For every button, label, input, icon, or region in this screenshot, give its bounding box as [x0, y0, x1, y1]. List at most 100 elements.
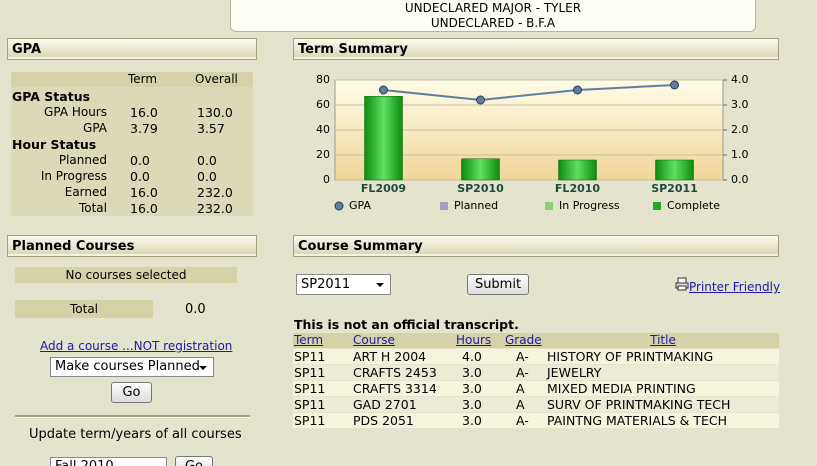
column-header[interactable]: Title: [650, 333, 676, 347]
cell: 3.0: [462, 397, 482, 412]
column-header[interactable]: Grade: [505, 333, 542, 347]
term-value: 16.0: [130, 185, 158, 200]
notice: This is not an official transcript.: [294, 317, 519, 332]
legend-label: In Progress: [559, 199, 620, 212]
printer-icon[interactable]: [675, 277, 689, 291]
cell: SP11: [294, 381, 326, 396]
cell: 3.0: [462, 413, 482, 428]
update-label: Update term/years of all courses: [29, 427, 242, 442]
column-header[interactable]: Term: [294, 333, 324, 347]
printer-link[interactable]: Printer Friendly: [689, 280, 781, 294]
section-heading: GPA Status: [12, 89, 91, 104]
gpa-line: [383, 84, 675, 102]
legend-label: GPA: [349, 199, 371, 212]
cell: 3.0: [462, 365, 482, 380]
go-button[interactable]: Go: [111, 382, 152, 403]
cell: A-: [516, 413, 529, 428]
panel-header: Course Summary: [293, 235, 779, 257]
row-label: Earned: [64, 185, 107, 199]
panel-header: GPA: [7, 38, 257, 60]
legend-marker: [545, 202, 553, 210]
cell: MIXED MEDIA PRINTING: [547, 381, 696, 396]
term-select[interactable]: SP2011: [296, 274, 391, 295]
cell: SURV OF PRINTMAKING TECH: [547, 397, 731, 412]
overall-value: 0.0: [197, 169, 217, 184]
row-bg: [293, 413, 779, 428]
legend-label: Complete: [667, 199, 720, 212]
divider: [15, 415, 250, 418]
column-header[interactable]: Course: [353, 333, 395, 347]
y-tick-label: 40: [316, 123, 330, 136]
bar: [558, 159, 597, 181]
cell: A: [516, 381, 525, 396]
cell: CRAFTS 2453: [353, 365, 437, 380]
term-value: 0.0: [130, 169, 150, 184]
cell: GAD 2701: [353, 397, 417, 412]
submit-button[interactable]: Submit: [467, 274, 529, 295]
chart: 0 20 40 60 80 0.0 1.0 2.0 3.0 4.0 FL2009 SP2010 FL20…: [316, 73, 749, 212]
term-value: 3.79: [130, 121, 158, 136]
section-heading: Hour Status: [12, 137, 97, 152]
y2-tick-label: 2.0: [731, 123, 749, 136]
cell: CRAFTS 3314: [353, 381, 437, 396]
term-value: 16.0: [130, 105, 158, 120]
row-label: In Progress: [40, 169, 107, 183]
overall-value: 3.57: [197, 121, 225, 136]
y-tick-label: 0: [323, 173, 330, 186]
term-value: 16.0: [130, 201, 158, 216]
gpa-point: [476, 95, 485, 105]
cell: SP11: [294, 413, 326, 428]
table-bg: [11, 87, 253, 216]
term-select[interactable]: Fall 2010: [50, 457, 167, 466]
header-box: UNDECLARED MAJOR - TYLER UNDECLARED - B.…: [230, 0, 756, 32]
cell: JEWELRY: [547, 365, 602, 380]
bar: [461, 158, 500, 181]
cell: SP11: [294, 397, 326, 412]
y-tick-label: 60: [316, 98, 330, 111]
row-bg: [293, 397, 779, 412]
row-label: Total: [78, 201, 107, 215]
term-value: 0.0: [130, 153, 150, 168]
cell: ART H 2004: [353, 349, 427, 364]
total-value: 0.0: [185, 302, 206, 317]
col-header: Term: [128, 72, 158, 86]
gpa-point: [379, 85, 388, 95]
cell: 3.0: [462, 381, 482, 396]
header-line: UNDECLARED - B.F.A: [430, 16, 556, 30]
x-tick-label: FL2010: [555, 182, 600, 195]
row-label: GPA: [83, 121, 107, 135]
cell: A-: [516, 349, 529, 364]
bar: [364, 96, 403, 181]
table-header-bg: [293, 333, 779, 348]
cell: SP11: [294, 349, 326, 364]
legend-marker: [653, 202, 661, 210]
cell: HISTORY OF PRINTMAKING: [547, 349, 714, 364]
overall-value: 232.0: [197, 185, 233, 200]
y-tick-label: 20: [316, 148, 330, 161]
cell: PDS 2051: [353, 413, 414, 428]
bar: [655, 159, 694, 181]
add-course-link[interactable]: Add a course ...NOT registration: [40, 339, 233, 353]
table-header-bg: [11, 72, 253, 87]
gpa-point: [573, 85, 582, 95]
y2-tick-label: 1.0: [731, 148, 749, 161]
cell: A-: [516, 365, 529, 380]
col-header: Overall: [195, 72, 238, 86]
planned-select[interactable]: Make courses Planned: [50, 357, 214, 377]
y2-tick-label: 3.0: [731, 98, 749, 111]
overall-value: 0.0: [197, 153, 217, 168]
row-bg: [293, 381, 779, 396]
column-header[interactable]: Hours: [456, 333, 492, 347]
panel-header: Planned Courses: [7, 235, 257, 257]
legend-label: Planned: [454, 199, 498, 212]
row-label: GPA Hours: [44, 105, 107, 119]
row-bg: [293, 349, 779, 364]
cell: PAINTNG MATERIALS & TECH: [547, 413, 728, 428]
row-bg: [293, 365, 779, 380]
go-button[interactable]: Go: [175, 456, 213, 466]
y-tick-label: 80: [316, 73, 330, 86]
row-label: Planned: [58, 153, 107, 167]
gpa-point: [670, 80, 679, 90]
y2-tick-label: 0.0: [731, 173, 749, 186]
